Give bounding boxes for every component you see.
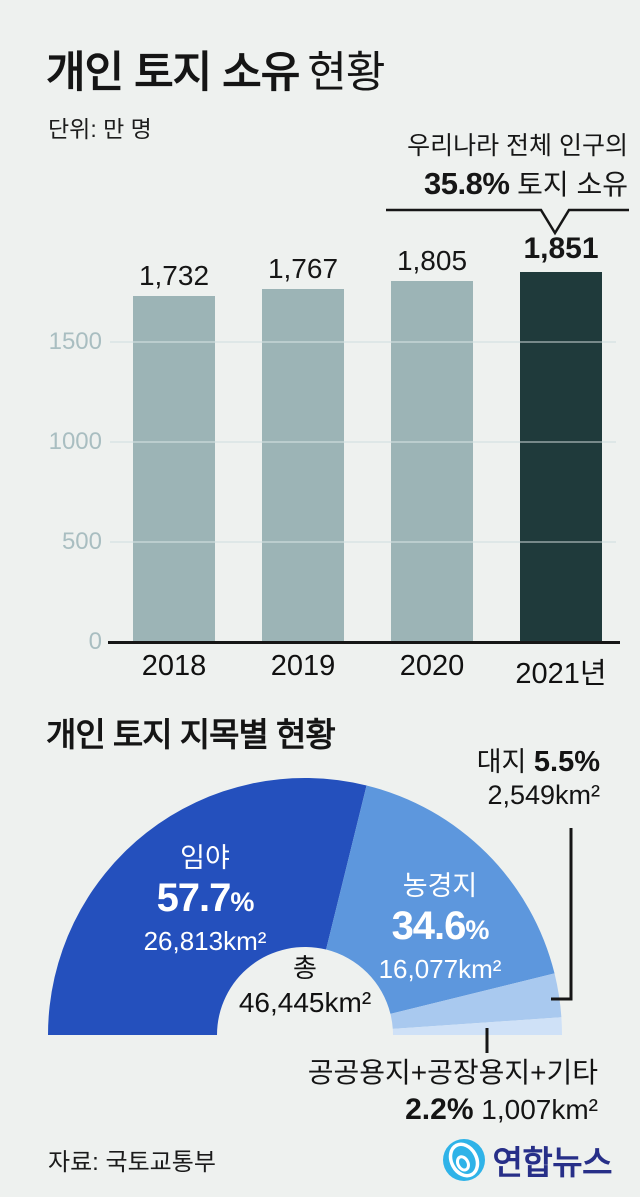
gridline-500	[110, 541, 616, 543]
yonhap-logo: 연합뉴스	[442, 1136, 613, 1184]
callout-percent: 5.5%	[533, 746, 600, 778]
gridline-overlay-1500	[110, 341, 616, 343]
total-value: 46,445km²	[238, 987, 372, 1018]
bar-2019	[262, 288, 344, 642]
x-tick-2020: 2020	[399, 650, 465, 682]
donut-slice-0	[48, 778, 367, 1035]
x-tick-2019: 2019	[270, 650, 336, 682]
y-tick-1500: 1500	[48, 328, 102, 355]
donut-slice-2	[390, 973, 562, 1029]
annotation-line2: 35.8% 토지 소유	[407, 166, 628, 203]
slice-area: 26,813km²	[143, 926, 267, 956]
page-title: 개인 토지 소유 현황	[46, 38, 385, 100]
slice-percent: 34.6%	[391, 904, 490, 948]
callout-name: 대지	[476, 747, 527, 777]
y-tick-1000: 1000	[48, 428, 102, 455]
slice-percent: 57.7%	[156, 876, 255, 920]
annotation-rest: 토지 소유	[509, 168, 628, 200]
section2-title: 개인 토지 지목별 현황	[46, 716, 336, 753]
bar-value-label: 1,851	[523, 231, 599, 265]
slice-area: 16,077km²	[378, 954, 502, 984]
bar-value-label: 1,732	[138, 259, 210, 291]
population-annotation: 우리나라 전체 인구의 35.8% 토지 소유	[407, 132, 628, 202]
x-axis-line	[108, 641, 620, 644]
slice-label-farmland: 농경지 34.6% 16,077km²	[379, 868, 502, 986]
callout-area: 1,007km²	[481, 1094, 598, 1125]
bar-2018	[133, 295, 215, 642]
slice-name: 농경지	[402, 871, 478, 901]
page-title-strong: 개인 토지 소유	[46, 49, 300, 97]
yonhap-logo-icon	[442, 1139, 485, 1181]
half-donut-chart	[48, 778, 562, 1035]
donut-total: 총 46,445km²	[239, 950, 371, 1020]
bar-2020	[391, 281, 473, 642]
total-label: 총	[293, 953, 317, 983]
bar-value-label: 1,805	[396, 245, 468, 276]
source-label: 자료: 국토교통부	[48, 1149, 216, 1176]
x-tick-2018: 2018	[141, 650, 207, 682]
annotation-line1: 우리나라 전체 인구의	[407, 132, 628, 160]
donut-slice-3	[392, 1017, 562, 1035]
gridline-1500	[110, 341, 616, 343]
annotation-percent: 35.8%	[423, 165, 510, 201]
yonhap-logo-text: 연합뉴스	[492, 1144, 613, 1181]
bar-value-label: 1,767	[267, 252, 339, 284]
bar-2021년	[520, 271, 602, 642]
callout-building-land: 대지 5.5% 2,549km²	[477, 746, 600, 812]
donut-slice-1	[326, 785, 555, 1014]
callout-area: 2,549km²	[487, 780, 600, 810]
gridline-overlay-500	[110, 541, 616, 543]
gridline-1000	[110, 441, 616, 443]
callout-name: 공공용지+공장용지+기타	[307, 1057, 598, 1088]
page-title-regular: 현황	[307, 49, 385, 97]
y-tick-500: 500	[61, 528, 102, 555]
callout-public-etc: 공공용지+공장용지+기타 2.2% 1,007km²	[308, 1054, 598, 1133]
callout-percent: 2.2%	[405, 1093, 474, 1126]
unit-label: 단위: 만 명	[48, 116, 152, 142]
gridline-overlay-1000	[110, 441, 616, 443]
y-tick-0: 0	[88, 628, 102, 655]
slice-label-forest: 임야 57.7% 26,813km²	[144, 840, 267, 958]
x-tick-2021년: 2021년	[515, 658, 607, 690]
slice-name: 임야	[180, 843, 230, 873]
